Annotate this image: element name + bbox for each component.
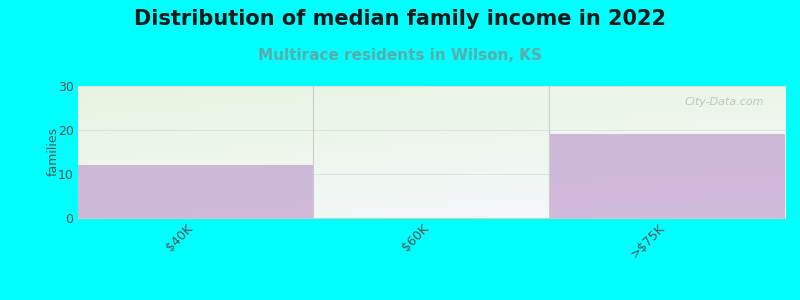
- Y-axis label: families: families: [47, 127, 60, 176]
- Text: Distribution of median family income in 2022: Distribution of median family income in …: [134, 9, 666, 29]
- Text: City-Data.com: City-Data.com: [684, 97, 764, 106]
- Bar: [550, 134, 785, 218]
- Text: Multirace residents in Wilson, KS: Multirace residents in Wilson, KS: [258, 48, 542, 63]
- Bar: [78, 165, 314, 217]
